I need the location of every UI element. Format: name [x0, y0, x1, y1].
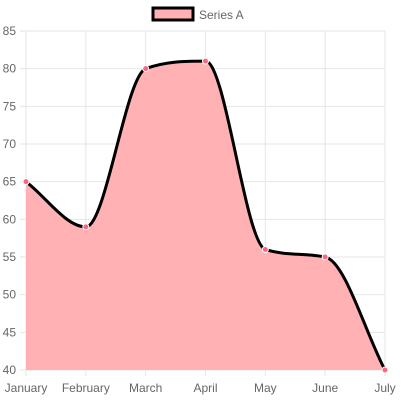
legend-swatch[interactable]	[151, 6, 195, 22]
x-tick-label: June	[312, 381, 338, 395]
data-point[interactable]	[261, 245, 269, 253]
data-point[interactable]	[142, 65, 150, 73]
x-tick-label: January	[5, 381, 48, 395]
points-layer	[22, 57, 389, 374]
y-tick-label: 45	[3, 325, 17, 339]
x-tick-label: March	[129, 381, 162, 395]
data-point[interactable]	[82, 223, 90, 231]
area-fill	[26, 61, 385, 371]
x-tick-label: May	[254, 381, 277, 395]
data-point[interactable]	[381, 366, 389, 374]
y-tick-label: 80	[3, 62, 17, 76]
x-axis: January February March April May June July	[5, 381, 396, 395]
y-tick-label: 55	[3, 250, 17, 264]
x-tick-label: April	[193, 381, 217, 395]
y-tick-label: 60	[3, 212, 17, 226]
data-point[interactable]	[22, 178, 30, 186]
y-tick-label: 40	[3, 363, 17, 377]
y-tick-label: 70	[3, 137, 17, 151]
x-tick-label: July	[374, 381, 395, 395]
data-point[interactable]	[202, 57, 209, 65]
y-tick-label: 50	[3, 288, 17, 302]
area-fill-layer	[26, 61, 385, 371]
y-tick-label: 75	[3, 99, 17, 113]
y-axis: 40 45 50 55 60 65 70 75 80 85	[3, 24, 17, 377]
data-point[interactable]	[321, 253, 329, 261]
y-tick-label: 65	[3, 175, 17, 189]
y-tick-label: 85	[3, 24, 17, 38]
legend[interactable]: Series A	[151, 6, 244, 22]
x-tick-label: February	[62, 381, 110, 395]
legend-label[interactable]: Series A	[199, 8, 244, 22]
